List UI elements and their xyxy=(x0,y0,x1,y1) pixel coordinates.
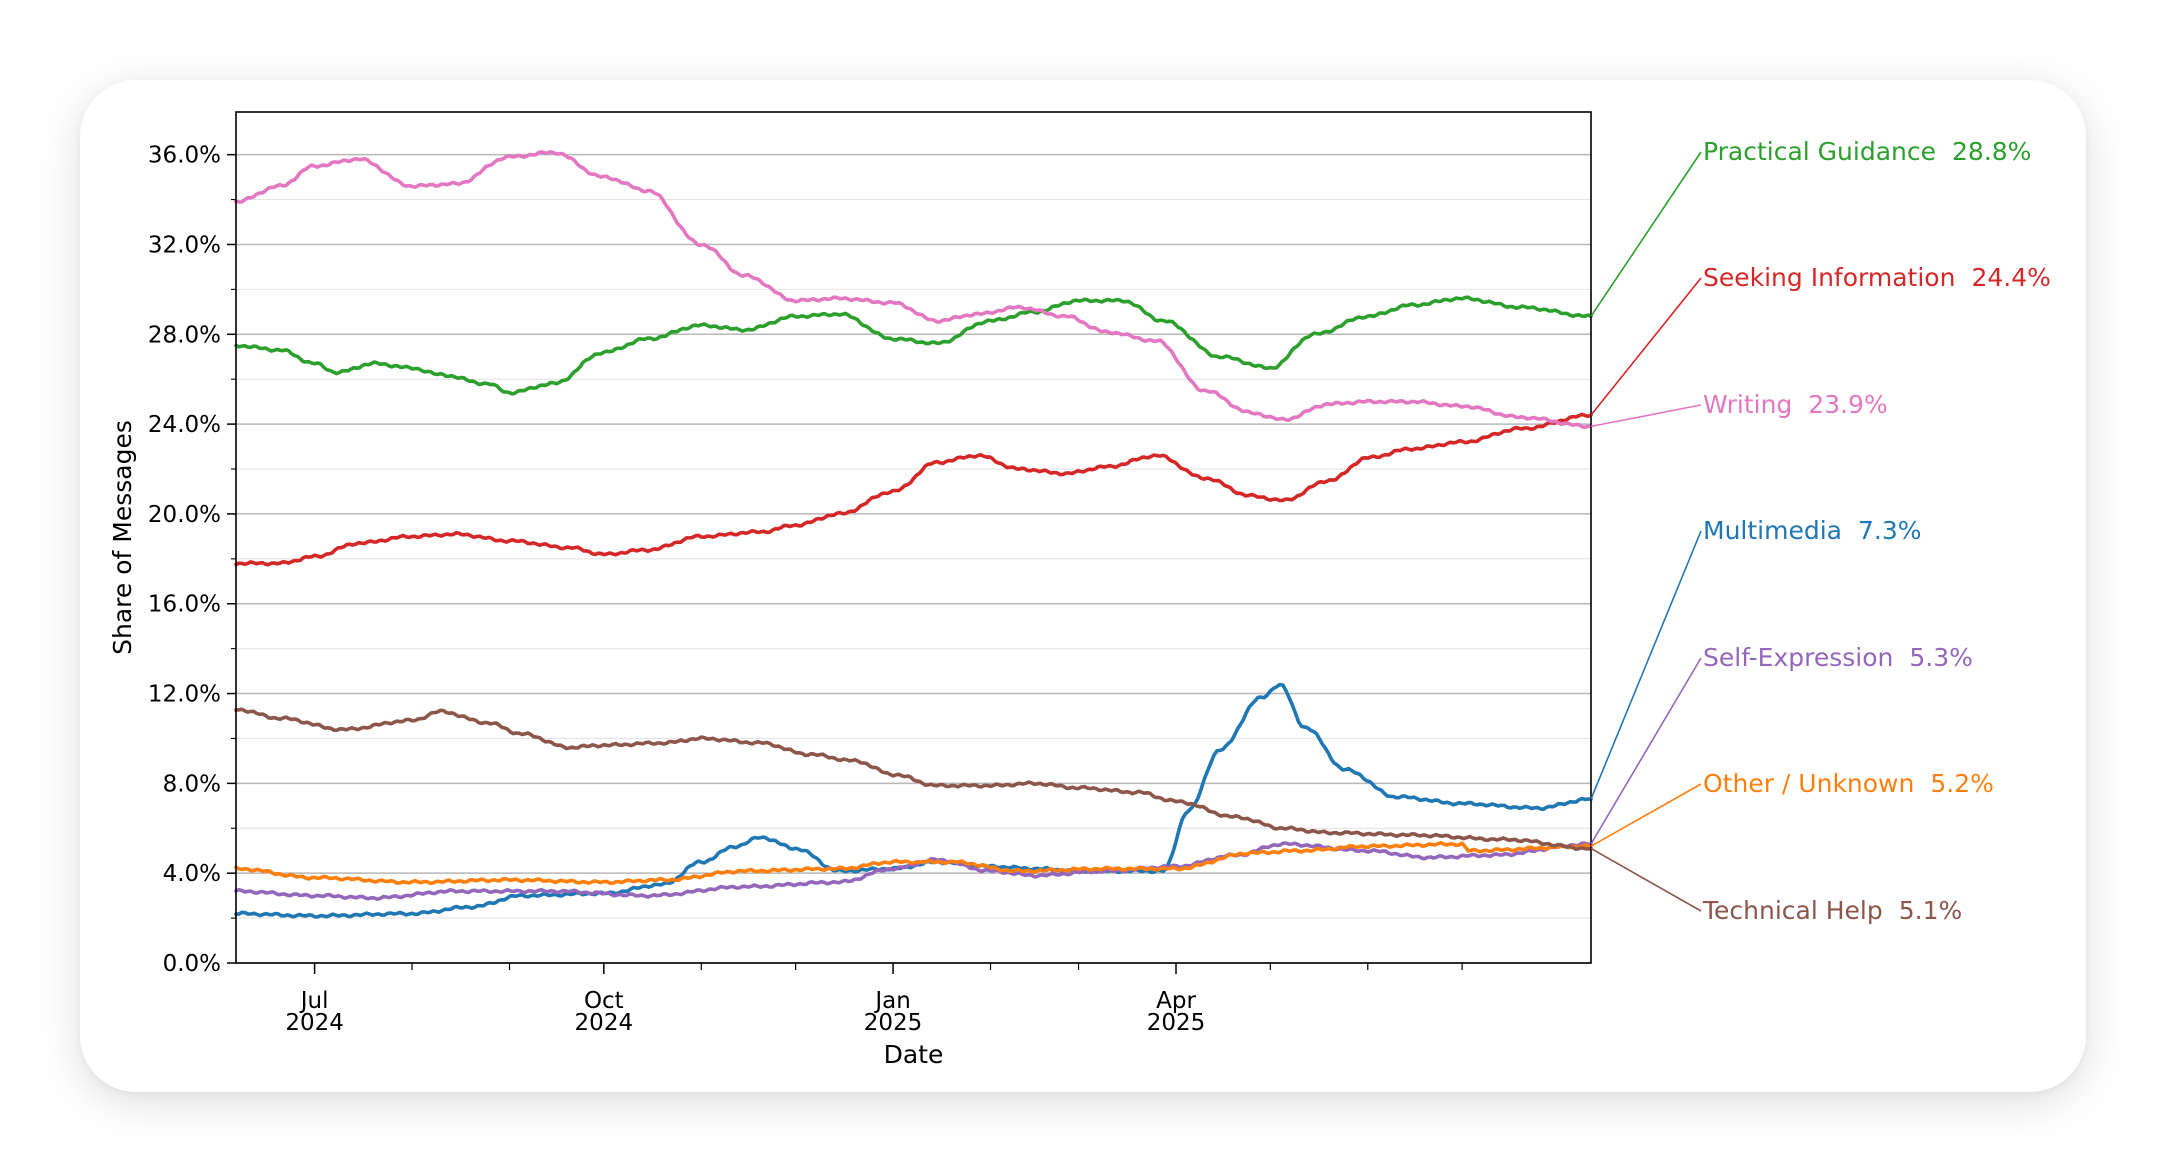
series-label-technical-help: Technical Help 5.1% xyxy=(1702,896,1962,925)
leader-line-practical-guidance xyxy=(1590,151,1702,317)
x-tick-year: 2025 xyxy=(864,1010,923,1036)
series-value: 24.4% xyxy=(1971,263,2050,292)
y-tick-label: 36.0% xyxy=(148,143,221,169)
y-tick-label: 28.0% xyxy=(148,322,221,348)
series-line-writing xyxy=(234,150,1593,430)
series-value: 5.1% xyxy=(1899,896,1963,925)
x-tick-month: Jan xyxy=(873,988,910,1014)
series-name: Self-Expression xyxy=(1703,643,1893,672)
y-tick-label: 4.0% xyxy=(163,861,221,887)
y-tick-label: 16.0% xyxy=(148,592,221,618)
series-value: 28.8% xyxy=(1952,137,2031,166)
series-label-seeking-information: Seeking Information 24.4% xyxy=(1703,263,2051,292)
series-line-other-unknown xyxy=(234,841,1593,886)
series-name: Practical Guidance xyxy=(1703,137,1936,166)
y-tick-label: 24.0% xyxy=(148,412,221,438)
series-label-multimedia: Multimedia 7.3% xyxy=(1703,516,1922,545)
y-tick-label: 0.0% xyxy=(163,951,221,977)
series-label-writing: Writing 23.9% xyxy=(1703,390,1888,419)
leader-line-other-unknown xyxy=(1590,783,1702,847)
leader-line-writing xyxy=(1590,404,1702,428)
y-axis-label: Share of Messages xyxy=(108,420,137,655)
series-line-seeking-information xyxy=(234,412,1593,567)
x-tick-year: 2025 xyxy=(1147,1010,1206,1036)
y-axis: 0.0% 4.0% 8.0% 12.0% 16.0% 20.0% 24.0% 28.0% 32.… xyxy=(148,143,236,977)
series-name: Seeking Information xyxy=(1703,263,1955,292)
series-line-practical-guidance xyxy=(234,295,1593,396)
leader-line-self-expression xyxy=(1590,657,1702,845)
series-line-multimedia xyxy=(234,682,1593,919)
x-tick-month: Oct xyxy=(584,988,624,1014)
plot-frame xyxy=(235,111,1592,964)
x-axis-label: Date xyxy=(884,1040,944,1069)
series-label-other-unknown: Other / Unknown 5.2% xyxy=(1703,769,1994,798)
y-tick-label: 20.0% xyxy=(148,502,221,528)
grid-lines xyxy=(236,153,1591,964)
leader-line-technical-help xyxy=(1590,847,1702,912)
series-line-self-expression xyxy=(234,841,1593,901)
x-tick-year: 2024 xyxy=(285,1010,344,1036)
series-label-self-expression: Self-Expression 5.3% xyxy=(1703,643,1973,672)
leader-line-multimedia xyxy=(1590,530,1702,800)
series-name: Other / Unknown xyxy=(1703,769,1914,798)
series-lines xyxy=(234,150,1593,919)
chart-card xyxy=(80,80,2086,1092)
series-name: Technical Help xyxy=(1702,896,1883,925)
series-label-practical-guidance: Practical Guidance 28.8% xyxy=(1703,137,2031,166)
leader-line-seeking-information xyxy=(1590,277,1702,416)
y-tick-label: 12.0% xyxy=(148,682,221,708)
series-value: 23.9% xyxy=(1808,390,1887,419)
series-name: Writing xyxy=(1703,390,1792,419)
series-value: 5.2% xyxy=(1930,769,1994,798)
x-tick-year: 2024 xyxy=(575,1010,634,1036)
y-tick-label: 32.0% xyxy=(148,232,221,258)
series-value: 5.3% xyxy=(1909,643,1973,672)
series-labels: Practical Guidance 28.8% Seeking Informati… xyxy=(1590,137,2051,925)
series-line-technical-help xyxy=(234,707,1593,851)
x-tick-month: Apr xyxy=(1156,988,1196,1014)
y-tick-label: 8.0% xyxy=(163,771,221,797)
series-name: Multimedia xyxy=(1703,516,1842,545)
x-tick-month: Jul xyxy=(299,988,329,1014)
series-value: 7.3% xyxy=(1858,516,1922,545)
